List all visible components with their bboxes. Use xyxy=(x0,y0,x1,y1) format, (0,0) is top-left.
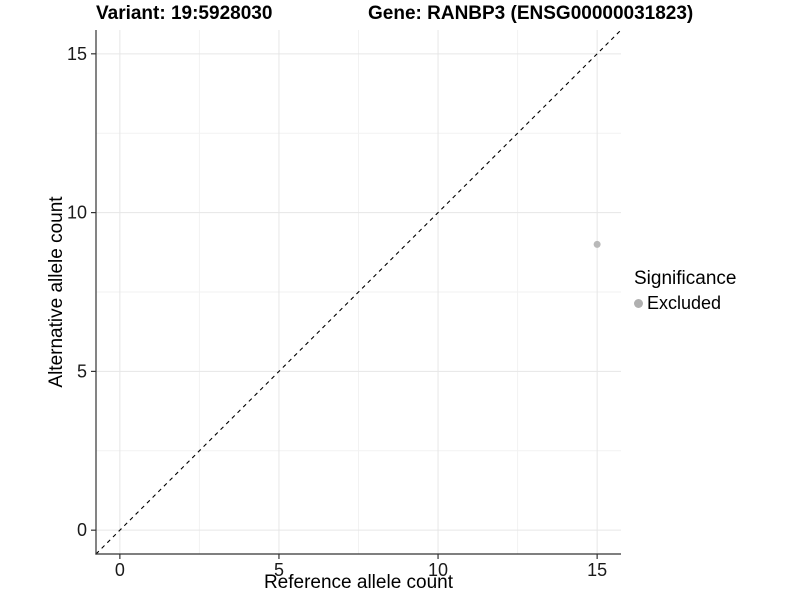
y-axis-title: Alternative allele count xyxy=(46,196,67,388)
y-tick-label: 5 xyxy=(77,361,87,381)
legend-item: Excluded xyxy=(634,293,736,313)
legend-item-label: Excluded xyxy=(647,292,722,313)
legend: Significance Excluded xyxy=(634,268,736,313)
x-tick-label: 15 xyxy=(587,560,607,580)
identity-dashed-line xyxy=(95,29,622,555)
x-tick-label: 10 xyxy=(428,560,448,580)
x-tick-label: 0 xyxy=(115,560,125,580)
y-tick-label: 0 xyxy=(77,520,87,540)
x-axis-title: Reference allele count xyxy=(263,572,454,593)
variant-title: Variant: 19:5928030 xyxy=(96,3,273,24)
x-tick-label: 5 xyxy=(274,560,284,580)
legend-key-dot-icon xyxy=(634,298,643,308)
legend-title: Significance xyxy=(634,268,737,289)
y-tick-label: 15 xyxy=(67,44,87,64)
gene-title: Gene: RANBP3 (ENSG00000031823) xyxy=(368,3,694,24)
y-tick-label: 10 xyxy=(67,203,87,223)
legend-items: Excluded xyxy=(634,293,736,313)
data-point xyxy=(593,240,601,248)
